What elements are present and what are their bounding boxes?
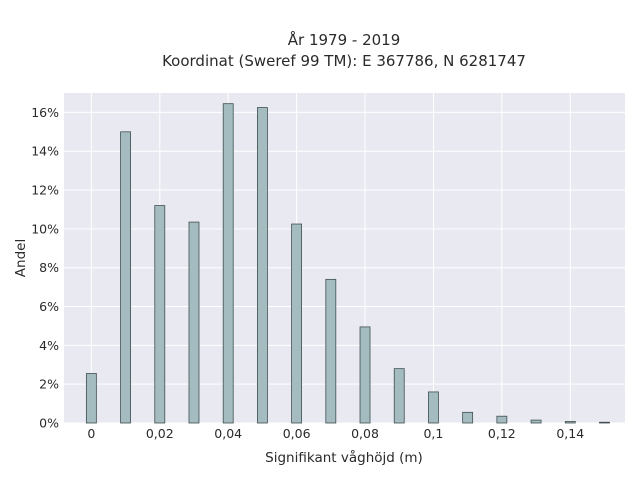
bars	[85, 103, 610, 424]
chart-title-line-1: År 1979 - 2019	[288, 30, 401, 49]
bar	[154, 205, 166, 424]
y-axis-label: Andel	[13, 239, 29, 277]
y-tick-label: 4%	[39, 338, 59, 353]
bar	[428, 391, 439, 424]
x-tick-label: 0,02	[146, 426, 174, 441]
x-tick-label: 0,1	[423, 426, 443, 441]
bar	[85, 373, 97, 424]
bar	[359, 326, 371, 424]
x-tick-labels: 0 0,02 0,04 0,06 0,08 0,1 0,12 0,14	[87, 426, 584, 441]
bar	[188, 221, 200, 424]
bar	[291, 223, 303, 424]
y-tick-label: 2%	[39, 377, 59, 392]
plot-area	[64, 93, 625, 423]
bar	[120, 131, 131, 424]
x-tick-label: 0	[87, 426, 95, 441]
x-tick-label: 0,08	[351, 426, 379, 441]
bar	[564, 421, 576, 424]
x-tick-label: 0,06	[283, 426, 311, 441]
bar	[257, 107, 268, 424]
x-tick-label: 0,04	[214, 426, 242, 441]
y-tick-label: 0%	[39, 416, 59, 431]
y-tick-label: 10%	[31, 221, 59, 236]
y-tick-labels: 0% 2% 4% 6% 8% 10% 12% 14% 16%	[31, 105, 59, 431]
x-tick-label: 0,12	[488, 426, 516, 441]
y-tick-label: 6%	[39, 299, 59, 314]
bar	[496, 415, 508, 424]
y-tick-label: 16%	[31, 105, 59, 120]
bar	[222, 103, 234, 424]
y-tick-label: 14%	[31, 144, 59, 159]
bar	[462, 411, 474, 424]
bar	[599, 421, 610, 424]
bar	[393, 368, 405, 424]
x-tick-label: 0,14	[556, 426, 584, 441]
y-tick-label: 12%	[31, 183, 59, 198]
chart-title-line-2: Koordinat (Sweref 99 TM): E 367786, N 62…	[162, 52, 526, 70]
y-tick-label: 8%	[39, 260, 59, 275]
x-axis-label: Signifikant våghöjd (m)	[265, 449, 423, 466]
bar	[530, 419, 542, 424]
bar	[325, 278, 337, 424]
